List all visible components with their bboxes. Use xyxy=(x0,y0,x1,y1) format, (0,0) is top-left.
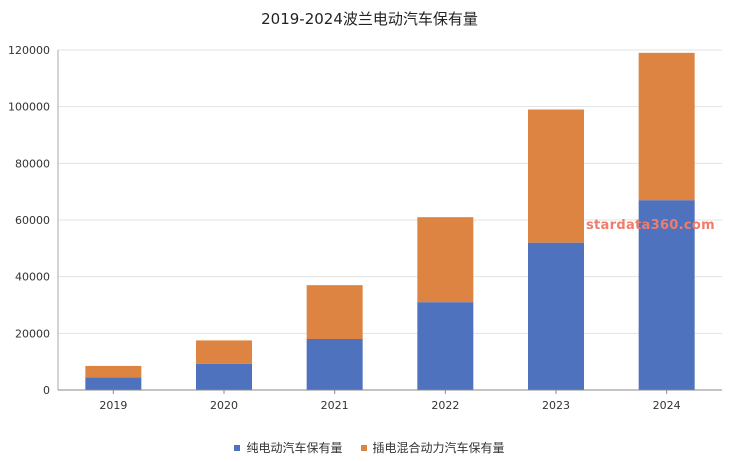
bar-bev-2024 xyxy=(638,200,695,390)
chart-title: 2019-2024波兰电动汽车保有量 xyxy=(261,10,478,28)
legend: 纯电动汽车保有量 插电混合动力汽车保有量 xyxy=(0,439,739,456)
bar-phev-2024 xyxy=(638,52,695,201)
bar-bev-2022 xyxy=(417,302,474,390)
axes: 0 20000 40000 60000 80000 100000 120000 2019 202… xyxy=(8,44,722,412)
bar-bev-2019 xyxy=(85,377,142,390)
bars xyxy=(85,52,695,390)
x-tick-label: 2020 xyxy=(210,399,238,412)
x-tick-label: 2023 xyxy=(542,399,570,412)
legend-item[interactable]: 纯电动汽车保有量 xyxy=(234,439,343,456)
y-tick-label: 60000 xyxy=(15,214,50,227)
x-tick-label: 2024 xyxy=(653,399,681,412)
legend-swatch xyxy=(360,444,367,451)
legend-label: 插电混合动力汽车保有量 xyxy=(372,441,505,455)
bar-phev-2021 xyxy=(306,285,363,339)
bar-bev-2023 xyxy=(528,242,584,390)
bar-phev-2019 xyxy=(85,365,142,378)
bar-bev-2021 xyxy=(306,339,363,390)
bar-phev-2022 xyxy=(417,217,474,303)
y-tick-label: 100000 xyxy=(8,101,50,114)
bar-phev-2020 xyxy=(196,340,252,364)
y-tick-label: 40000 xyxy=(15,271,50,284)
gridlines xyxy=(58,49,722,334)
legend-swatch xyxy=(234,444,241,451)
watermark: stardata360.com xyxy=(586,218,715,233)
y-tick-label: 20000 xyxy=(15,327,50,340)
legend-item[interactable]: 插电混合动力汽车保有量 xyxy=(360,439,505,456)
x-tick-label: 2021 xyxy=(321,399,349,412)
y-tick-label: 0 xyxy=(43,384,50,397)
bar-phev-2023 xyxy=(528,109,584,243)
y-tick-label: 80000 xyxy=(15,157,50,170)
legend-label: 纯电动汽车保有量 xyxy=(246,441,343,455)
x-tick-label: 2019 xyxy=(99,399,127,412)
x-tick-label: 2022 xyxy=(431,399,459,412)
y-tick-label: 120000 xyxy=(8,44,50,57)
bar-bev-2020 xyxy=(196,363,252,390)
